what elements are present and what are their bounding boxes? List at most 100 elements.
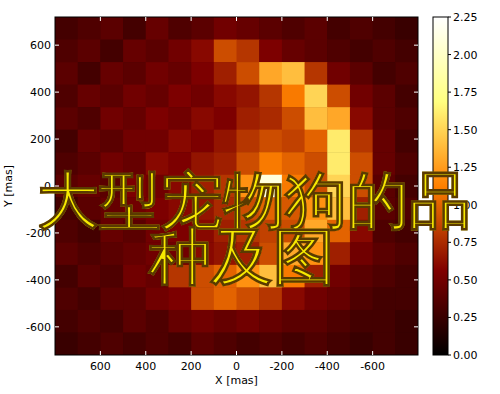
heat-cell xyxy=(191,130,214,153)
heat-cell xyxy=(327,85,350,108)
heat-cell xyxy=(78,62,101,85)
colorbar-tick-label: 0.75 xyxy=(453,236,478,249)
heat-cell xyxy=(55,265,78,288)
heat-cell xyxy=(123,17,146,40)
y-tick xyxy=(414,279,418,280)
heat-cell xyxy=(259,85,282,108)
heat-cell xyxy=(123,287,146,310)
heat-cell xyxy=(395,40,418,63)
heat-cell xyxy=(305,332,328,355)
heat-cell xyxy=(146,85,169,108)
y-tick xyxy=(55,279,59,280)
heat-cell xyxy=(55,17,78,40)
heat-cell xyxy=(214,85,237,108)
x-tick xyxy=(236,17,237,21)
heat-cell xyxy=(259,332,282,355)
x-tick-label: 200 xyxy=(181,360,202,373)
heat-cell xyxy=(395,62,418,85)
heat-cell xyxy=(214,40,237,63)
heat-cell xyxy=(123,265,146,288)
heat-cell xyxy=(168,130,191,153)
colorbar-tick-label: 0.00 xyxy=(453,349,478,362)
heat-cell xyxy=(100,62,123,85)
heat-cell xyxy=(350,310,373,333)
heat-cell xyxy=(191,107,214,130)
y-tick-label: -600 xyxy=(26,321,51,334)
heat-cell xyxy=(214,17,237,40)
heat-cell xyxy=(305,310,328,333)
heat-cell xyxy=(350,40,373,63)
heat-cell xyxy=(373,332,396,355)
heat-cell xyxy=(237,332,260,355)
heat-cell xyxy=(373,242,396,265)
heat-cell xyxy=(305,62,328,85)
x-tick xyxy=(145,17,146,21)
heat-cell xyxy=(259,130,282,153)
x-tick xyxy=(100,351,101,355)
heat-cell xyxy=(237,107,260,130)
x-tick-label: 0 xyxy=(233,360,240,373)
colorbar-tick xyxy=(448,317,451,318)
heat-cell xyxy=(55,62,78,85)
colorbar-tick xyxy=(448,54,451,55)
x-axis-label: X [mas] xyxy=(215,374,258,387)
heat-cell xyxy=(146,310,169,333)
x-tick xyxy=(191,17,192,21)
heat-cell xyxy=(123,130,146,153)
heat-cell xyxy=(168,17,191,40)
heat-cell xyxy=(305,40,328,63)
heat-cell xyxy=(55,85,78,108)
heat-cell xyxy=(78,107,101,130)
heat-cell xyxy=(327,40,350,63)
x-tick xyxy=(372,17,373,21)
heat-cell xyxy=(168,40,191,63)
heat-cell xyxy=(78,310,101,333)
y-tick xyxy=(414,139,418,140)
y-axis-label: Y [mas] xyxy=(2,165,15,208)
heat-cell xyxy=(305,17,328,40)
heat-cell xyxy=(146,17,169,40)
heat-cell xyxy=(191,85,214,108)
heat-cell xyxy=(100,332,123,355)
heat-cell xyxy=(78,85,101,108)
heat-cell xyxy=(78,40,101,63)
heat-cell xyxy=(55,310,78,333)
heat-cell xyxy=(282,332,305,355)
heat-cell xyxy=(373,310,396,333)
x-tick xyxy=(281,351,282,355)
x-tick-label: -600 xyxy=(360,360,385,373)
heat-cell xyxy=(146,107,169,130)
heat-cell xyxy=(214,332,237,355)
heat-cell xyxy=(55,40,78,63)
heat-cell xyxy=(373,265,396,288)
heat-cell xyxy=(191,17,214,40)
heat-cell xyxy=(55,130,78,153)
heat-cell xyxy=(100,107,123,130)
x-tick xyxy=(327,351,328,355)
heat-cell xyxy=(55,242,78,265)
heat-cell xyxy=(237,85,260,108)
heat-cell xyxy=(395,130,418,153)
heat-cell xyxy=(146,332,169,355)
heat-cell xyxy=(282,130,305,153)
x-tick xyxy=(327,17,328,21)
heat-cell xyxy=(191,62,214,85)
heat-cell xyxy=(350,62,373,85)
y-tick-label: -400 xyxy=(26,274,51,287)
heat-cell xyxy=(327,107,350,130)
y-tick-label: 400 xyxy=(30,86,51,99)
heat-cell xyxy=(395,242,418,265)
heat-cell xyxy=(214,130,237,153)
heat-cell xyxy=(395,265,418,288)
heat-cell xyxy=(350,85,373,108)
y-tick xyxy=(414,92,418,93)
heat-cell xyxy=(305,130,328,153)
colorbar-tick xyxy=(448,279,451,280)
colorbar-tick xyxy=(448,129,451,130)
heat-cell xyxy=(191,40,214,63)
heat-cell xyxy=(237,130,260,153)
heat-cell xyxy=(100,310,123,333)
heat-cell xyxy=(350,287,373,310)
heat-cell xyxy=(214,310,237,333)
heat-cell xyxy=(395,17,418,40)
